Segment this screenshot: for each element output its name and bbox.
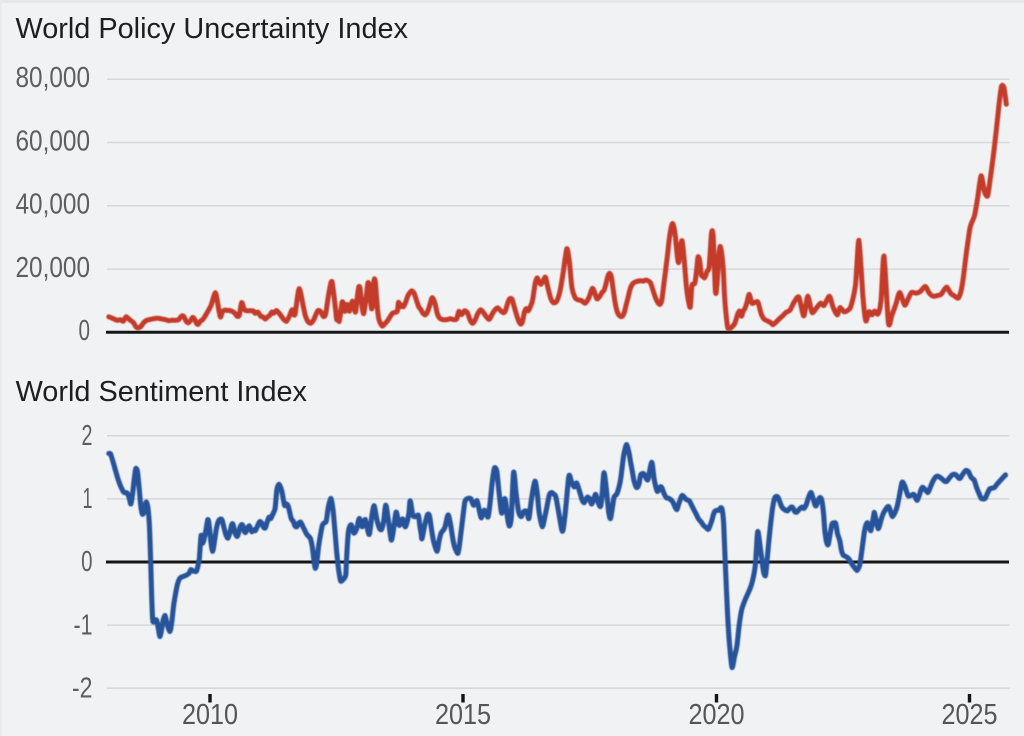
svg-text:1: 1 [83,483,93,515]
svg-text:World Sentiment Index: World Sentiment Index [16,376,308,408]
svg-text:2025: 2025 [942,699,998,731]
svg-text:2: 2 [82,420,93,452]
svg-text:20,000: 20,000 [16,252,91,284]
svg-text:-2: -2 [72,672,93,704]
svg-text:40,000: 40,000 [16,189,91,221]
svg-text:0: 0 [79,315,91,347]
svg-text:80,000: 80,000 [16,62,91,94]
svg-text:World Policy Uncertainty Index: World Policy Uncertainty Index [16,13,409,45]
svg-text:2015: 2015 [435,699,491,731]
svg-text:60,000: 60,000 [16,125,91,157]
svg-text:-1: -1 [74,609,93,641]
svg-text:2020: 2020 [689,699,745,731]
svg-text:0: 0 [81,546,92,578]
svg-text:2010: 2010 [182,699,238,731]
